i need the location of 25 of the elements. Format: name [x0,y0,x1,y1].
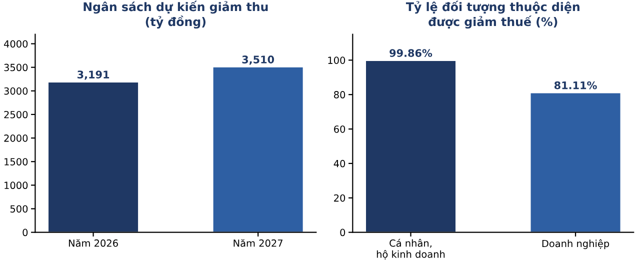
y-tick-label: 40 [334,160,346,168]
x-tick-label: Năm 2026 [68,239,118,247]
chart-title: Tỷ lệ đối tượng thuộc diện được giảm thuế (%) [406,0,580,29]
y-tick-label: 20 [334,194,346,202]
chart-title: Ngân sách dự kiến giảm thu (tỷ đồng) [84,0,268,29]
y-tick-label: 0 [22,228,28,236]
y-tick-label: 2500 [4,110,28,118]
data-label: 81.11% [554,81,597,90]
y-tick-label: 0 [340,228,346,236]
x-tick-label: Cá nhân, hộ kinh doanh [376,238,445,260]
data-label: 3,191 [78,70,110,80]
y-tick-label: 1000 [4,182,28,190]
data-label: 99.86% [390,49,432,57]
y-tick-label: 4000 [4,40,28,48]
data-label: 3,510 [242,56,274,65]
y-tick-label: 2000 [4,134,28,142]
y-tick-label: 1500 [4,158,28,166]
y-tick-label: 500 [10,205,28,213]
x-tick-label: Doanh nghiệp [542,239,610,250]
y-tick-label: 100 [328,56,346,64]
x-tick-label: Năm 2027 [234,239,282,247]
y-tick-label: 80 [334,91,346,98]
y-tick-label: 3500 [4,64,28,72]
y-tick-label: 60 [334,125,346,133]
y-tick-label: 3000 [4,87,28,95]
